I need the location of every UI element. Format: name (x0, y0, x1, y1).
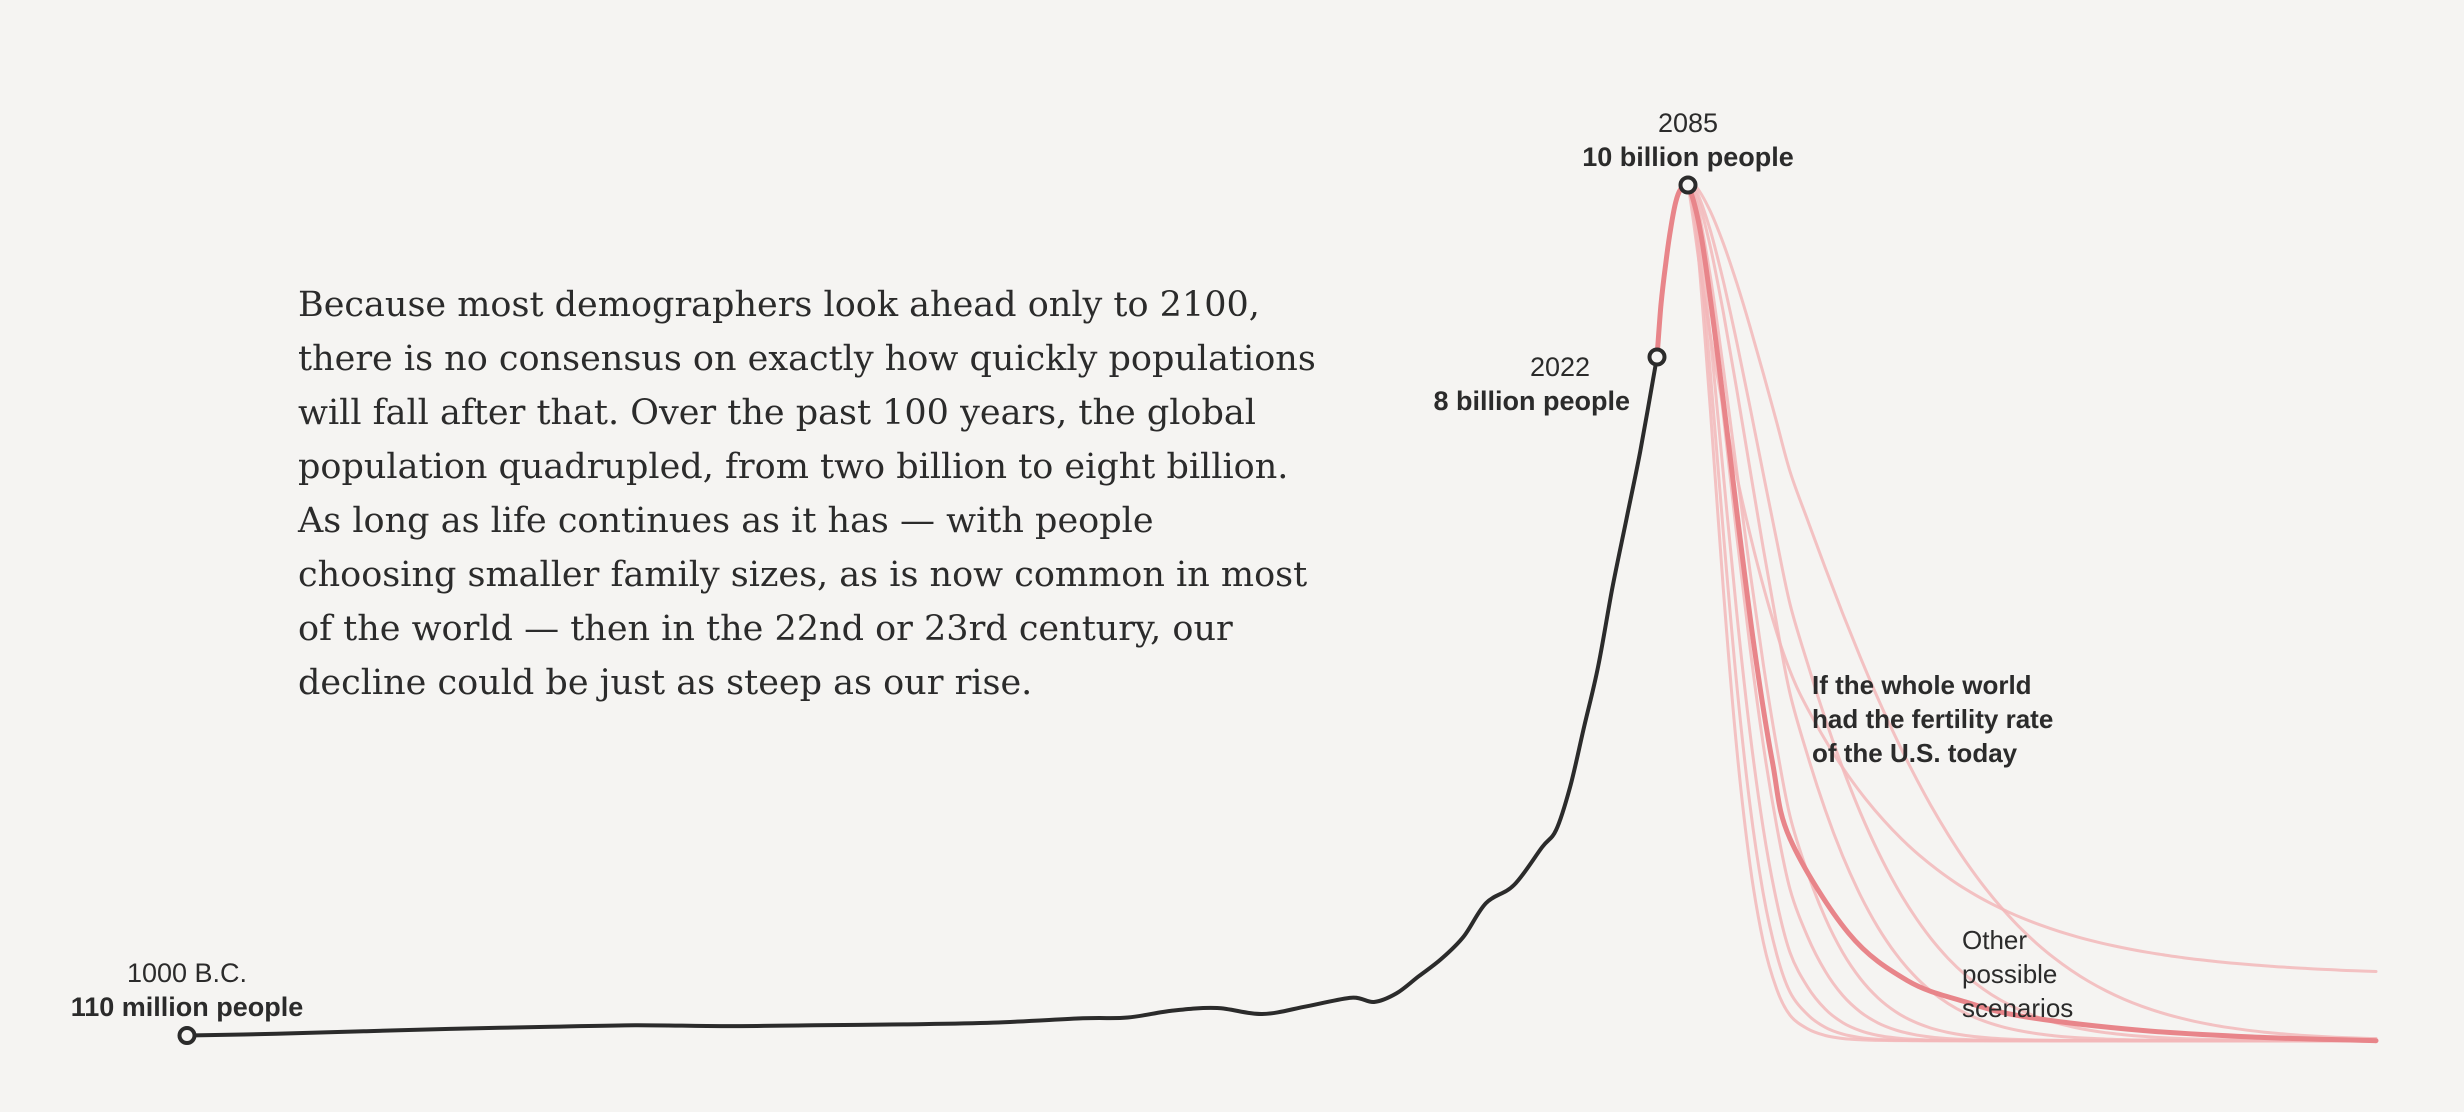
main-scenario-line (1654, 179, 2379, 1044)
peak-value: 10 billion people (1582, 142, 1794, 172)
start-value: 110 million people (70, 992, 304, 1022)
other-scenario-lines (1655, 176, 2378, 1043)
now-value: 8 billion people (1433, 386, 1630, 416)
start-label: 1000 B.C. 110 million people (62, 956, 312, 1024)
markers (177, 175, 1698, 1046)
now-marker (1647, 347, 1667, 367)
history-line-group (185, 355, 1659, 1038)
start-year: 1000 B.C. (126, 958, 248, 988)
other-scenario-line (1655, 179, 2378, 1043)
other-scenario-line (1655, 183, 2378, 1043)
other-scenario-line (1655, 183, 2378, 1041)
other-scenarios-annotation-line: possible (1962, 959, 2058, 989)
main-scenario-annotation-line: had the fertility rate (1812, 704, 2054, 734)
now-year: 2022 (1529, 352, 1591, 382)
now-label: 2022 8 billion people (1380, 350, 1630, 418)
other-scenario-line (1655, 182, 2378, 1043)
history-line (185, 355, 1659, 1038)
other-scenario-line (1655, 181, 2378, 1043)
peak-marker (1678, 175, 1698, 195)
start-marker (177, 1026, 197, 1046)
main-scenario-annotation-line: If the whole world (1812, 670, 2032, 700)
peak-label: 2085 10 billion people (1563, 106, 1813, 174)
other-scenario-line (1655, 181, 2378, 1043)
other-scenarios-annotation-line: scenarios (1962, 993, 2074, 1023)
other-scenario-line (1655, 182, 2378, 1043)
other-scenario-line (1655, 180, 2378, 1043)
main-scenario-line-group (1654, 179, 2379, 1044)
main-scenario-annotation: If the whole world had the fertility rat… (1812, 668, 2053, 770)
other-scenario-line (1655, 176, 2378, 973)
other-scenarios-annotation-line: Other (1962, 925, 2028, 955)
narrative-text: Because most demographers look ahead onl… (298, 285, 1316, 703)
other-scenarios-annotation: Other possible scenarios (1962, 923, 2073, 1025)
main-scenario-annotation-line: of the U.S. today (1812, 738, 2018, 768)
peak-year: 2085 (1657, 108, 1719, 138)
